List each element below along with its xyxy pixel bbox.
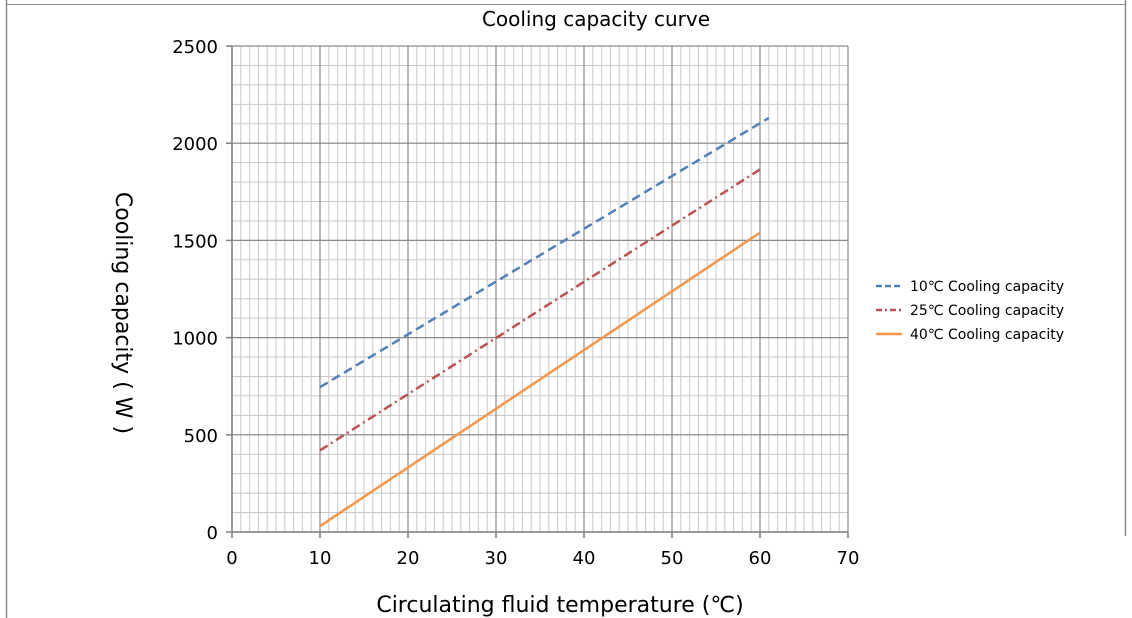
x-tick-label: 40 <box>573 548 596 569</box>
legend-label-1: 10℃ Cooling capacity <box>910 279 1064 295</box>
series-group <box>319 116 770 528</box>
y-axis-label: Cooling capacity ( W ) <box>110 192 135 434</box>
x-tick-label: 20 <box>397 548 420 569</box>
y-tick-label: 2000 <box>172 134 218 155</box>
axes <box>226 45 849 538</box>
x-tick-label: 10 <box>309 548 332 569</box>
legend-label-3: 40℃ Cooling capacity <box>910 327 1064 343</box>
y-tick-label: 2500 <box>172 37 218 58</box>
x-tick-label: 70 <box>837 548 860 569</box>
x-axis-label: Circulating fluid temperature (℃) <box>376 593 743 618</box>
legend-label-2: 25℃ Cooling capacity <box>910 303 1064 319</box>
grid <box>231 45 849 533</box>
tick-labels: 0 10 20 30 40 50 60 70 0 500 1000 1500 2000 2500 <box>172 37 859 569</box>
x-tick-label: 50 <box>661 548 684 569</box>
series-line-3 <box>319 231 761 528</box>
y-tick-label: 500 <box>184 426 218 447</box>
chart-title: Cooling capacity curve <box>482 7 710 31</box>
y-tick-label: 1000 <box>172 329 218 350</box>
series-line-2 <box>319 168 761 452</box>
x-tick-label: 0 <box>226 548 237 569</box>
y-tick-label: 1500 <box>172 231 218 252</box>
legend: 10℃ Cooling capacity 25℃ Cooling capacity… <box>876 279 1064 343</box>
y-tick-label: 0 <box>207 523 218 544</box>
x-tick-label: 60 <box>749 548 772 569</box>
x-tick-label: 30 <box>485 548 508 569</box>
series-line-1 <box>319 116 770 389</box>
